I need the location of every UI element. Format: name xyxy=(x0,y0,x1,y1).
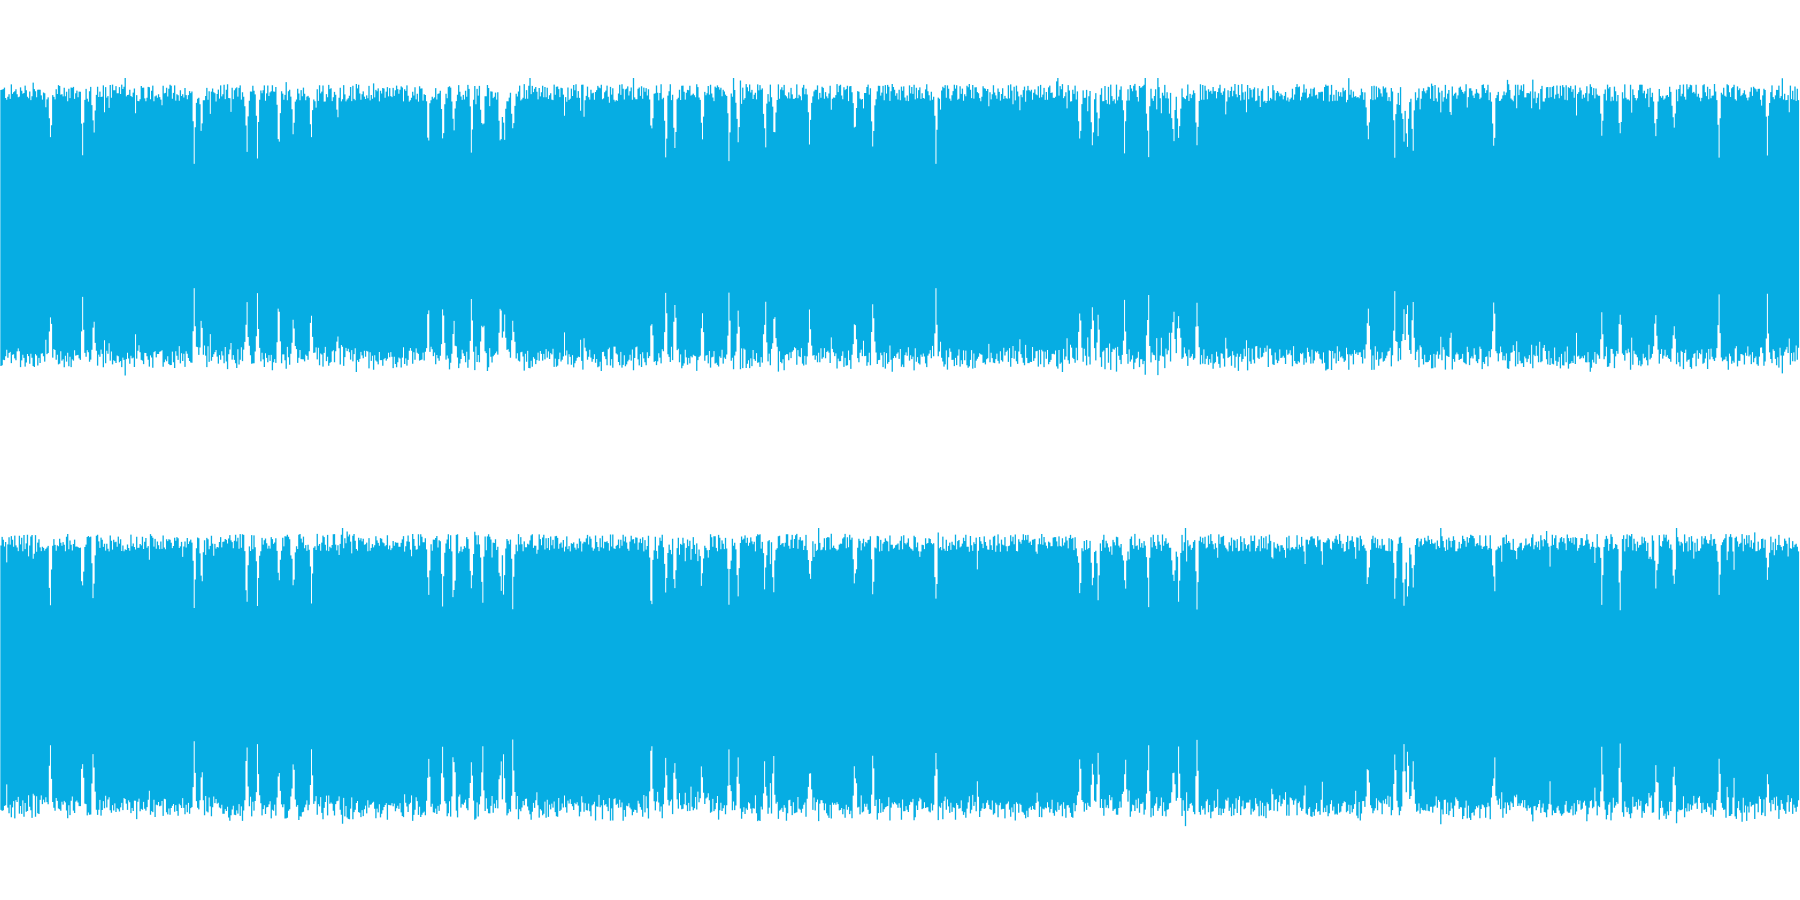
waveform-core-channel-2 xyxy=(1,613,1799,739)
waveform-channel-2 xyxy=(0,528,1800,827)
waveform-channel-1 xyxy=(0,78,1800,376)
waveform-core-channel-1 xyxy=(1,163,1799,289)
